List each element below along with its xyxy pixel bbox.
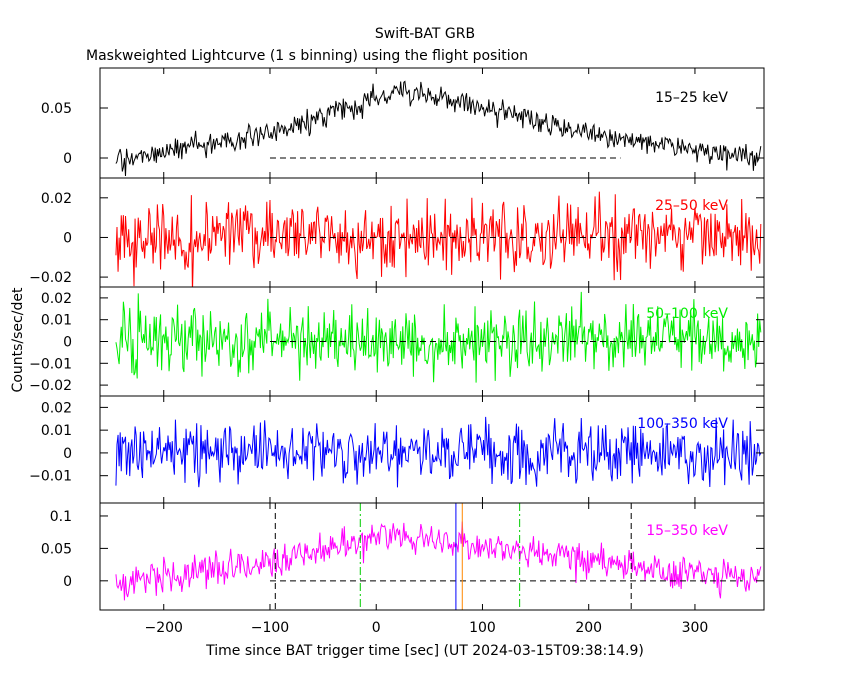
- y-tick-label: 0: [63, 574, 72, 590]
- panel-4: −0.01 0 0.01 0.02 100–350 keV: [29, 395, 765, 504]
- y-tick-label: 0.05: [41, 101, 72, 117]
- y-tick-label: 0.1: [50, 509, 72, 525]
- y-tick-label: −0.01: [29, 356, 72, 372]
- x-tick-label: 0: [372, 620, 381, 636]
- panel-3: −0.02 −0.01 0 0.01 0.02 50–100 keV: [29, 286, 765, 397]
- band-label: 100–350 keV: [637, 416, 728, 432]
- band-label: 15–25 keV: [655, 90, 728, 106]
- x-tick-label: 100: [469, 620, 496, 636]
- y-tick-label: 0: [63, 446, 72, 462]
- x-tick-label: 300: [682, 620, 709, 636]
- band-label: 15–350 keV: [646, 523, 728, 539]
- x-tick-label: −100: [251, 620, 289, 636]
- y-tick-label: 0.02: [41, 291, 72, 307]
- x-tick-label: 200: [575, 620, 602, 636]
- y-tick-label: 0.01: [41, 423, 72, 439]
- panel-1: 0 0.05 15–25 keV: [41, 67, 765, 179]
- x-tick-label: −200: [145, 620, 183, 636]
- y-tick-label: −0.02: [29, 270, 72, 286]
- y-tick-label: 0: [63, 230, 72, 246]
- x-axis-label: Time since BAT trigger time [sec] (UT 20…: [205, 643, 644, 659]
- y-tick-label: 0.05: [41, 541, 72, 557]
- figure-title: Swift-BAT GRB: [375, 26, 475, 42]
- series-trace: [115, 80, 762, 176]
- y-tick-label: −0.02: [29, 378, 72, 394]
- y-tick-label: 0.02: [41, 191, 72, 207]
- panel-frame: [99, 67, 765, 179]
- band-label: 25–50 keV: [655, 198, 728, 214]
- y-tick-label: 0.01: [41, 313, 72, 329]
- y-tick-label: 0.02: [41, 400, 72, 416]
- y-tick-label: 0: [63, 151, 72, 167]
- series-trace: [115, 521, 762, 601]
- band-label: 50–100 keV: [646, 306, 728, 322]
- series-trace: [115, 191, 762, 287]
- y-tick-label: 0: [63, 335, 72, 351]
- y-axis-label: Counts/sec/det: [10, 287, 26, 392]
- series-trace: [115, 416, 762, 488]
- panel-2: −0.02 0 0.02 25–50 keV: [29, 177, 765, 288]
- panel-frame: [99, 395, 765, 504]
- panel-frame: [99, 502, 765, 611]
- panel-5: 0 0.05 0.1 15–350 keV: [41, 502, 765, 611]
- figure-subtitle: Maskweighted Lightcurve (1 s binning) us…: [86, 48, 528, 64]
- y-tick-label: −0.01: [29, 469, 72, 485]
- series-trace: [115, 291, 762, 383]
